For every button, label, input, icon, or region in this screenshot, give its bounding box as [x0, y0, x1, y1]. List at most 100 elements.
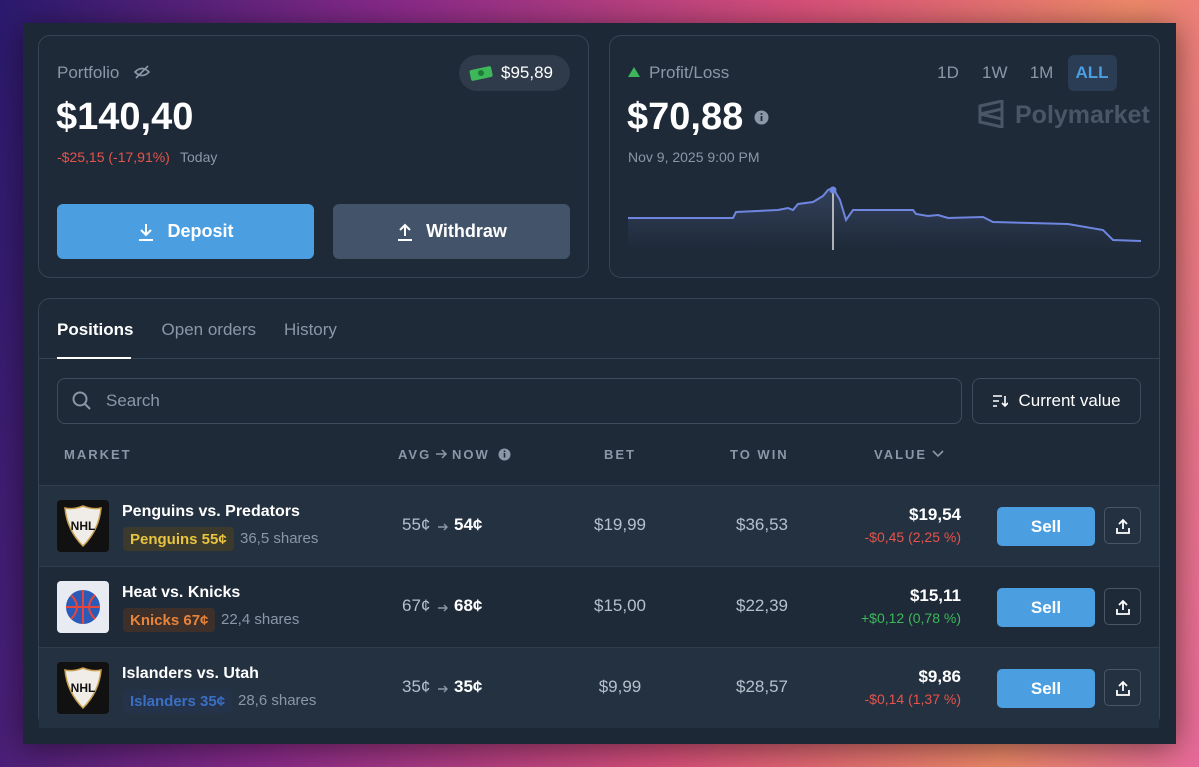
market-title[interactable]: Islanders vs. Utah: [122, 665, 259, 682]
tab[interactable]: Open orders: [161, 320, 257, 339]
current-value: $9,86: [918, 667, 961, 686]
share-button[interactable]: [1104, 507, 1141, 544]
now-price: 35¢: [454, 677, 483, 696]
upload-icon: [398, 223, 413, 241]
arrow-icon: [438, 523, 448, 531]
position-row: NHL Islanders vs. Utah Islanders 35¢ 28,6 s…: [39, 647, 1159, 728]
now-price: 68¢: [454, 596, 483, 615]
range-tabs: 1D 1W 1M ALL: [928, 55, 1117, 91]
header-market: MARKET: [64, 447, 132, 462]
hide-icon[interactable]: [133, 64, 151, 80]
sort-button[interactable]: Current value: [972, 378, 1141, 424]
value-change: -$0,45 (2,25 %): [864, 529, 962, 545]
header-bet: BET: [604, 447, 636, 462]
avg-price: 67¢: [402, 596, 431, 615]
current-value: $15,11: [909, 586, 961, 605]
position-row: NHL Penguins vs. Predators Penguins 55¢ 36,…: [39, 485, 1159, 566]
portfolio-change: -$25,15 (-17,91%): [57, 149, 170, 165]
portfolio-period: Today: [180, 149, 218, 165]
to-win: $28,57: [736, 677, 788, 696]
svg-text:NHL: NHL: [71, 519, 96, 533]
range-tab[interactable]: 1M: [1029, 63, 1054, 82]
arrow-icon: [438, 685, 448, 693]
logo-image: [57, 581, 109, 633]
shares: 22,4 shares: [221, 611, 300, 628]
now-price: 54¢: [454, 515, 483, 534]
portfolio-value: $140,40: [56, 96, 194, 138]
tab-divider: [39, 358, 1159, 359]
outcome-pill: Penguins 55¢: [123, 527, 234, 551]
market-logo: [57, 581, 109, 633]
price-arrow: [438, 681, 450, 693]
current-value: $19,54: [909, 505, 961, 524]
share-icon: [1115, 518, 1130, 534]
sell-button[interactable]: Sell: [997, 507, 1095, 546]
download-icon: [139, 223, 154, 241]
withdraw-label: Withdraw: [426, 221, 507, 241]
bet: $15,00: [594, 596, 646, 615]
search-box[interactable]: Search: [57, 378, 962, 424]
tab[interactable]: History: [284, 320, 337, 339]
polymarket-logo: [978, 100, 1004, 128]
header-now: NOW: [452, 447, 490, 462]
outcome-pill: Islanders 35¢: [123, 689, 233, 713]
position-row: Heat vs. Knicks Knicks 67¢ 22,4 shares 67¢ 6…: [39, 566, 1159, 647]
share-button[interactable]: [1104, 588, 1141, 625]
cash-icon: [469, 66, 493, 81]
tabs: Positions Open orders History: [57, 320, 337, 340]
range-tab[interactable]: ALL: [1067, 55, 1117, 91]
header-avg: AVG: [398, 447, 432, 462]
cash-pill[interactable]: $95,89: [459, 55, 570, 91]
share-icon: [1115, 680, 1130, 696]
sort-icon: [993, 395, 1009, 408]
info-icon[interactable]: [754, 110, 769, 125]
market-title[interactable]: Penguins vs. Predators: [122, 503, 300, 520]
deposit-button[interactable]: Deposit: [57, 204, 314, 259]
shares: 36,5 shares: [240, 530, 319, 547]
brand: Polymarket: [1015, 101, 1150, 129]
sell-button[interactable]: Sell: [997, 669, 1095, 708]
tab-underline: [57, 357, 131, 359]
cash-amount: $95,89: [501, 63, 553, 82]
arrow-icon: [438, 604, 448, 612]
deposit-label: Deposit: [167, 221, 234, 241]
search-icon: [72, 391, 91, 410]
market-logo: NHL: [57, 662, 109, 714]
share-button[interactable]: [1104, 669, 1141, 706]
avg-price: 55¢: [402, 515, 431, 534]
header-value[interactable]: VALUE: [874, 447, 928, 462]
up-triangle: [628, 67, 640, 77]
price-arrow: [438, 600, 450, 612]
svg-text:NHL: NHL: [71, 681, 96, 695]
sell-button[interactable]: Sell: [997, 588, 1095, 627]
to-win: $36,53: [736, 515, 788, 534]
bet: $9,99: [598, 677, 642, 696]
header-chevron: [932, 450, 944, 458]
logo-image: NHL: [57, 662, 109, 714]
share-icon: [1115, 599, 1130, 615]
header-arrow: [436, 449, 448, 459]
market-title[interactable]: Heat vs. Knicks: [122, 584, 241, 601]
avg-price: 35¢: [402, 677, 431, 696]
pnl-label: Profit/Loss: [649, 63, 730, 82]
header-info[interactable]: [498, 448, 511, 461]
pnl-sparkline: [628, 186, 1141, 250]
header-to-win: TO WIN: [730, 447, 789, 462]
search-placeholder: Search: [106, 391, 160, 410]
price-arrow: [438, 519, 450, 531]
portfolio-label: Portfolio: [57, 63, 120, 82]
outcome-pill: Knicks 67¢: [123, 608, 216, 632]
withdraw-button[interactable]: Withdraw: [333, 204, 570, 259]
to-win: $22,39: [736, 596, 788, 615]
bet: $19,99: [594, 515, 646, 534]
value-change: -$0,14 (1,37 %): [864, 691, 962, 707]
range-tab[interactable]: 1W: [982, 63, 1008, 82]
pnl-date: Nov 9, 2025 9:00 PM: [628, 149, 760, 165]
range-tab[interactable]: 1D: [937, 63, 959, 82]
logo-image: NHL: [57, 500, 109, 552]
tab[interactable]: Positions: [57, 320, 134, 339]
shares: 28,6 shares: [238, 692, 317, 709]
sort-label: Current value: [1018, 391, 1121, 410]
market-logo: NHL: [57, 500, 109, 552]
